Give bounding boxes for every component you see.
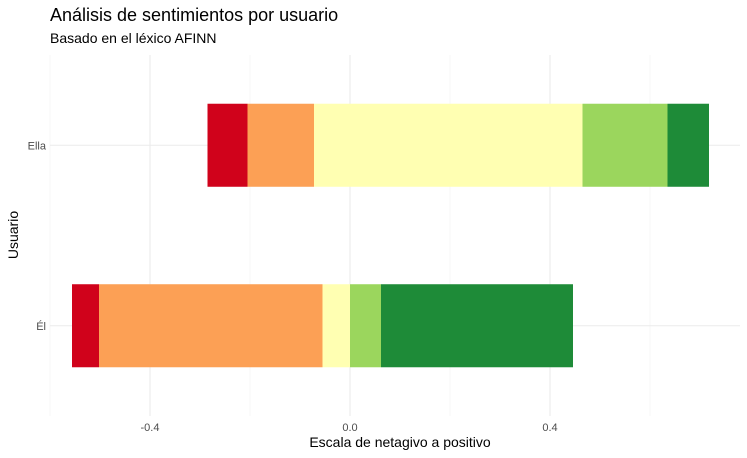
chart-title: Análisis de sentimientos por usuario xyxy=(50,5,338,25)
ticks-layer: -0.4 0.0 0.4 Ella Él xyxy=(28,140,558,434)
y-tick-label: Ella xyxy=(28,140,47,152)
bar-segment xyxy=(207,103,248,187)
bars-layer xyxy=(72,103,709,368)
bar-segment xyxy=(582,103,668,187)
x-tick-label: -0.4 xyxy=(141,422,160,434)
y-tick-label: Él xyxy=(36,320,46,333)
bar-segment xyxy=(99,284,323,368)
bar-segment xyxy=(667,103,709,187)
bar-segment xyxy=(322,284,350,368)
bar-segment xyxy=(381,284,573,368)
bar-segment xyxy=(247,103,314,187)
chart-subtitle: Basado en el léxico AFINN xyxy=(50,30,217,46)
x-axis-title: Escala de netagivo a positivo xyxy=(309,434,491,450)
x-tick-label: 0.0 xyxy=(342,422,357,434)
x-tick-label: 0.4 xyxy=(542,422,557,434)
bar-segment xyxy=(72,284,99,368)
y-axis-title: Usuario xyxy=(5,211,21,259)
bar-segment xyxy=(314,103,583,187)
bar-segment xyxy=(350,284,381,368)
